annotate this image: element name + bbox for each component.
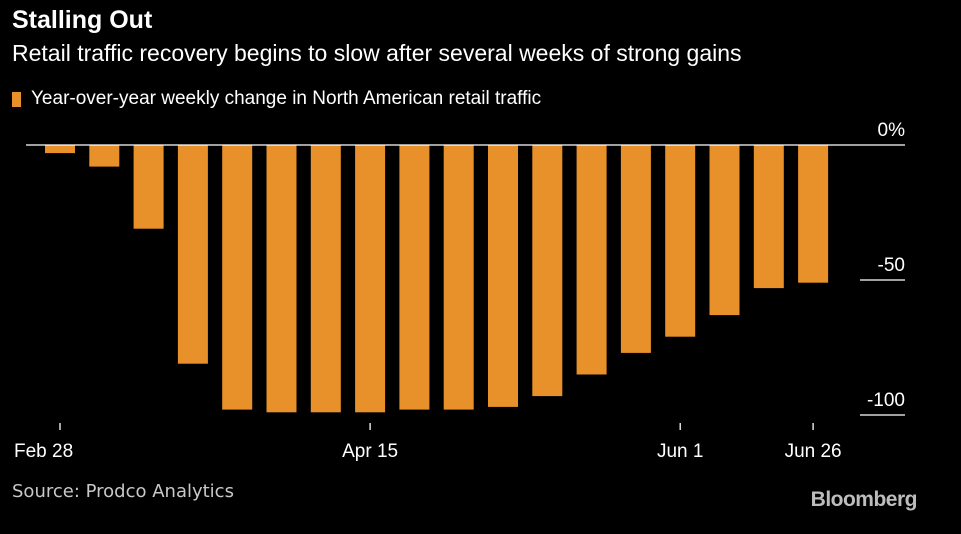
bar [399, 145, 430, 410]
x-tick-label: Jun 1 [657, 441, 703, 462]
chart-subtitle: Retail traffic recovery begins to slow a… [12, 40, 742, 66]
bar [177, 145, 208, 364]
legend-label: Year-over-year weekly change in North Am… [31, 88, 542, 109]
bloomberg-logo: Bloomberg [810, 488, 918, 511]
bar [488, 145, 518, 407]
bar [532, 145, 563, 397]
legend: Year-over-year weekly change in North Am… [12, 88, 541, 110]
bar [620, 145, 651, 353]
bar [45, 145, 75, 154]
legend-swatch [12, 91, 21, 107]
bar [443, 145, 474, 410]
bar [89, 145, 120, 167]
x-tick-label: Apr 15 [342, 441, 398, 462]
bar [133, 145, 164, 229]
chart-title: Stalling Out [12, 6, 153, 34]
bar [753, 145, 784, 289]
bar [266, 145, 297, 413]
x-tick-label: Jun 26 [785, 441, 842, 462]
y-tick-label: -100 [867, 390, 905, 411]
source-note: Source: Prodco Analytics [12, 481, 234, 502]
bar [355, 145, 386, 413]
bar [576, 145, 607, 375]
bar [222, 145, 253, 410]
x-tick-label: Feb 28 [14, 441, 73, 462]
y-tick-label: 0% [878, 120, 906, 141]
bar [709, 145, 740, 316]
y-tick-label: -50 [878, 255, 905, 276]
bar [665, 145, 696, 337]
bar [310, 145, 341, 413]
bar [798, 145, 829, 283]
